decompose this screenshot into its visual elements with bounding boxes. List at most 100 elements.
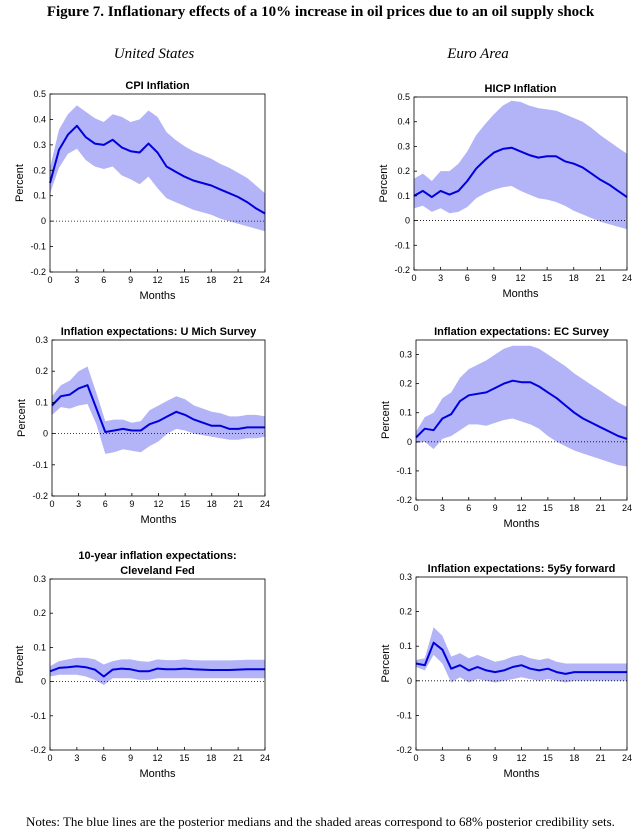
y-tick-label: 0.2 [35, 366, 48, 376]
y-tick-label: 0.4 [397, 117, 410, 127]
chart-panel-6: Inflation expectations: 5y5y forward 0 3 6 9… [380, 563, 632, 780]
x-tick-label: 15 [179, 753, 189, 763]
column-header-united-states: United States [113, 46, 195, 62]
x-tick-label: 21 [595, 273, 605, 283]
x-tick-label: 0 [49, 499, 54, 509]
chart-title: CPI Inflation [125, 80, 189, 92]
x-tick-label: 6 [465, 273, 470, 283]
y-tick-label: 0 [41, 216, 46, 226]
x-tick-label: 6 [466, 753, 471, 763]
x-axis-label: Months [503, 768, 540, 780]
x-tick-label: 6 [101, 753, 106, 763]
x-tick-label: 0 [411, 273, 416, 283]
x-tick-label: 0 [413, 503, 418, 513]
x-tick-label: 12 [152, 753, 162, 763]
median-line [51, 384, 265, 433]
y-tick-label: 0 [41, 677, 46, 687]
figure-notes: Notes: The blue lines are the posterior … [26, 814, 615, 829]
y-tick-label: 0.2 [33, 165, 46, 175]
x-axis-label: Months [139, 768, 176, 780]
x-tick-label: 18 [206, 275, 216, 285]
y-axis-label: Percent [14, 164, 26, 202]
chart-panel-4: Inflation expectations: EC Survey 0 3 6 9 12 1… [380, 326, 632, 530]
credibility-band [416, 627, 627, 683]
y-tick-label: 0.3 [399, 572, 412, 582]
x-tick-label: 21 [233, 753, 243, 763]
credibility-band [414, 100, 627, 230]
y-tick-label: 0.3 [397, 141, 410, 151]
y-tick-label: -0.2 [30, 745, 46, 755]
y-tick-label: 0.1 [33, 642, 46, 652]
x-tick-label: 21 [596, 753, 606, 763]
y-tick-label: -0.2 [394, 265, 410, 275]
x-tick-label: 6 [103, 499, 108, 509]
median-line [49, 124, 266, 215]
x-tick-label: 12 [152, 275, 162, 285]
credibility-band [50, 657, 265, 685]
y-tick-label: 0 [407, 437, 412, 447]
x-tick-label: 3 [76, 499, 81, 509]
x-tick-label: 12 [516, 753, 526, 763]
x-tick-label: 3 [74, 753, 79, 763]
y-tick-label: 0.1 [399, 641, 412, 651]
x-tick-label: 24 [260, 499, 270, 509]
x-tick-label: 15 [543, 753, 553, 763]
x-axis-label: Months [502, 288, 539, 300]
y-tick-label: -0.1 [30, 242, 46, 252]
y-tick-label: -0.1 [396, 466, 412, 476]
x-tick-label: 0 [413, 753, 418, 763]
chart-title: 10-year inflation expectations: [78, 550, 236, 562]
y-tick-label: -0.2 [32, 491, 48, 501]
figure-title: Figure 7. Inflationary effects of a 10% … [46, 4, 595, 20]
y-tick-label: 0.5 [397, 92, 410, 102]
y-axis-label: Percent [378, 165, 390, 203]
x-tick-label: 24 [622, 753, 632, 763]
x-tick-label: 15 [180, 499, 190, 509]
x-tick-label: 12 [515, 273, 525, 283]
x-tick-label: 21 [233, 275, 243, 285]
x-tick-label: 3 [74, 275, 79, 285]
x-tick-label: 9 [129, 499, 134, 509]
chart-title: HICP Inflation [485, 83, 557, 95]
y-tick-label: -0.1 [396, 710, 412, 720]
credibility-band [416, 345, 627, 467]
x-tick-label: 15 [542, 273, 552, 283]
y-tick-label: 0 [405, 216, 410, 226]
y-tick-label: 0.1 [397, 191, 410, 201]
y-axis-label: Percent [16, 399, 28, 437]
x-tick-label: 9 [493, 753, 498, 763]
median-line [415, 641, 627, 675]
y-tick-label: 0.3 [399, 350, 412, 360]
y-axis-label: Percent [14, 646, 26, 684]
x-tick-label: 6 [101, 275, 106, 285]
y-tick-label: 0.2 [397, 166, 410, 176]
x-tick-label: 24 [622, 503, 632, 513]
chart-title: Inflation expectations: 5y5y forward [428, 563, 616, 575]
y-tick-label: 0.3 [33, 574, 46, 584]
y-tick-label: 0 [407, 676, 412, 686]
chart-title: Cleveland Fed [120, 565, 195, 577]
x-tick-label: 9 [491, 273, 496, 283]
y-tick-label: -0.2 [30, 267, 46, 277]
x-tick-label: 18 [206, 753, 216, 763]
credibility-band [50, 105, 265, 232]
x-axis-label: Months [503, 518, 540, 530]
x-tick-label: 12 [153, 499, 163, 509]
x-tick-label: 12 [516, 503, 526, 513]
y-tick-label: -0.2 [396, 745, 412, 755]
x-axis-label: Months [140, 514, 177, 526]
y-tick-label: -0.1 [32, 460, 48, 470]
chart-title: Inflation expectations: U Mich Survey [61, 326, 257, 338]
x-tick-label: 6 [466, 503, 471, 513]
x-tick-label: 3 [440, 503, 445, 513]
x-tick-label: 24 [260, 275, 270, 285]
y-tick-label: 0.1 [35, 397, 48, 407]
x-tick-label: 18 [207, 499, 217, 509]
x-tick-label: 18 [569, 753, 579, 763]
x-tick-label: 9 [128, 753, 133, 763]
y-tick-label: 0.3 [35, 335, 48, 345]
x-tick-label: 18 [569, 273, 579, 283]
x-tick-label: 9 [493, 503, 498, 513]
y-axis-label: Percent [380, 645, 392, 683]
chart-panel-3: Inflation expectations: U Mich Survey 0 3 6… [16, 326, 270, 526]
